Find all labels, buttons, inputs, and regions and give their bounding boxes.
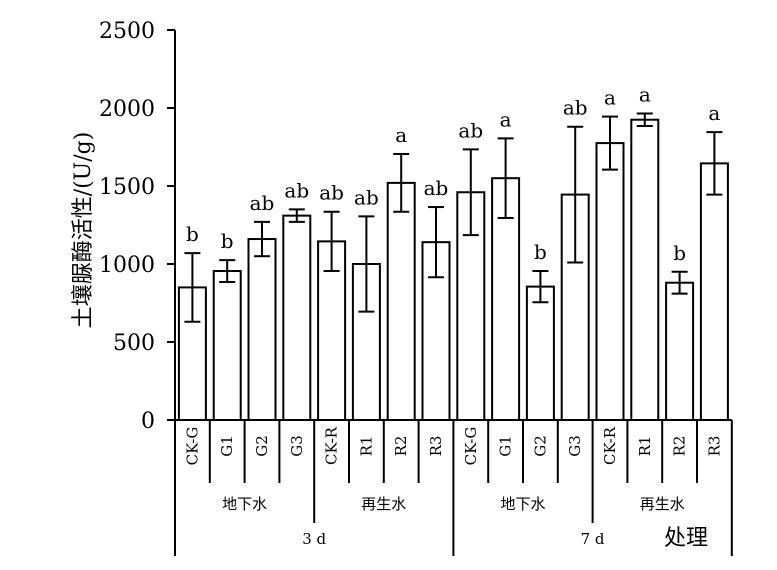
water-group-label: 地下水 (222, 495, 267, 513)
bar (630, 118, 660, 421)
category-label: CK-G (183, 427, 201, 466)
significance-letter: a (395, 123, 407, 147)
y-axis-title: 土壤脲酶活性/(U/g) (71, 132, 96, 329)
x-axis-title: 处理 (664, 526, 708, 551)
y-tick-label: 1000 (99, 253, 155, 278)
significance-letter: b (186, 222, 199, 246)
significance-letter: ab (319, 181, 344, 205)
x-category-labels: CK-G G1 G2 G3 CK-R R1 R2 R3 CK-G G1 G2 G3 CK-R R1 R2 R3 (174, 419, 733, 483)
category-label: CK-R (601, 426, 619, 465)
significance-letter: ab (354, 185, 379, 209)
significance-letter: b (221, 229, 234, 253)
significance-letter: ab (563, 96, 588, 120)
category-label: CK-R (323, 426, 341, 465)
time-group-label: 3 d (302, 530, 326, 548)
significance-letter: a (639, 82, 651, 106)
significance-letter: a (500, 107, 512, 131)
category-label: G1 (497, 435, 515, 457)
significance-letter: a (708, 101, 720, 125)
category-label: R3 (427, 436, 445, 457)
bar (386, 181, 416, 421)
category-label: CK-G (462, 427, 480, 466)
water-group-label: 再生水 (361, 495, 406, 513)
category-label: R1 (636, 436, 654, 457)
time-group-label: 7 d (581, 530, 605, 548)
bar (525, 285, 555, 421)
x-group-labels: 地下水 再生水 地下水 再生水 3 d 7 d (174, 483, 733, 556)
significance-letter: ab (250, 191, 275, 215)
bar (282, 214, 312, 421)
y-tick-label: 1500 (99, 175, 155, 200)
category-label: R3 (705, 436, 723, 457)
y-axis: 0 500 1000 1500 2000 2500 (99, 19, 176, 434)
significance-letter: ab (458, 118, 483, 142)
significance-letter: b (534, 240, 547, 264)
water-group-label: 再生水 (640, 495, 685, 513)
category-label: G3 (566, 435, 584, 457)
category-label: R2 (392, 436, 410, 457)
significance-letter: b (673, 241, 686, 265)
y-tick-label: 2500 (99, 19, 155, 44)
bar (247, 238, 277, 421)
bar (212, 270, 242, 421)
significance-letter: a (604, 86, 616, 110)
significance-letter: ab (284, 178, 309, 202)
category-label: R1 (357, 436, 375, 457)
y-tick-label: 2000 (99, 97, 155, 122)
bar (699, 162, 729, 421)
y-tick-label: 500 (113, 331, 155, 356)
category-label: G3 (288, 435, 306, 457)
category-label: G2 (253, 435, 271, 457)
significance-letter: ab (424, 176, 449, 200)
y-tick-label: 0 (141, 409, 155, 434)
category-label: R2 (671, 436, 689, 457)
bar (595, 142, 625, 421)
water-group-label: 地下水 (500, 495, 545, 513)
category-label: G2 (531, 435, 549, 457)
category-label: G1 (218, 435, 236, 457)
bar (665, 281, 695, 421)
